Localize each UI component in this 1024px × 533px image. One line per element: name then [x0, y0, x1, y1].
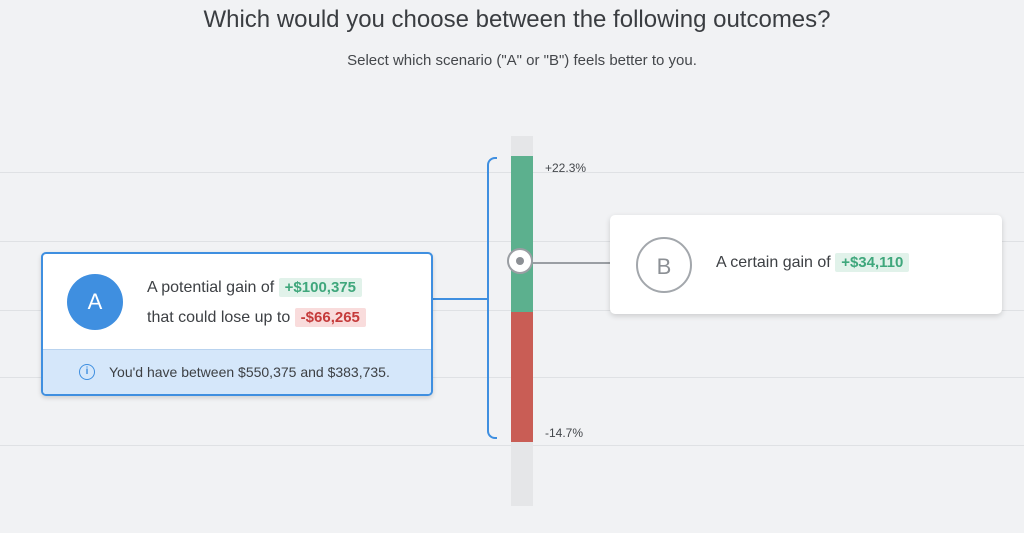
marker-dot	[516, 257, 524, 265]
upper-percent-label: +22.3%	[545, 161, 587, 175]
option-b-badge: B	[636, 237, 692, 293]
option-b-gain-line: A certain gain of +$34,110	[716, 253, 910, 272]
option-b-gain-value: +$34,110	[835, 253, 910, 272]
option-a-connector	[432, 298, 488, 300]
loss-range-bar	[511, 312, 533, 442]
option-a-card[interactable]: A A potential gain of +$100,375 that cou…	[41, 252, 433, 396]
option-a-info-bar: i You'd have between $550,375 and $383,7…	[43, 349, 431, 394]
option-b-connector	[533, 262, 611, 264]
page-title: Which would you choose between the follo…	[203, 6, 831, 33]
option-a-loss-prefix: that could lose up to	[147, 309, 291, 326]
page-subtitle: Select which scenario ("A" or "B") feels…	[347, 52, 697, 69]
option-a-gain-prefix: A potential gain of	[147, 279, 275, 296]
option-a-info-text: You'd have between $550,375 and $383,735…	[109, 364, 390, 380]
option-b-card[interactable]: B A certain gain of +$34,110	[610, 215, 1002, 314]
option-a-gain-line: A potential gain of +$100,375	[147, 278, 362, 297]
option-a-loss-value: -$66,265	[294, 308, 366, 327]
option-a-bracket	[487, 157, 497, 439]
option-a-loss-line: that could lose up to -$66,265	[147, 308, 366, 327]
info-circle-icon: i	[79, 364, 95, 380]
gain-range-bar	[511, 156, 533, 312]
lower-percent-label: -14.7%	[545, 426, 584, 440]
option-a-badge: A	[67, 274, 123, 330]
option-a-gain-value: +$100,375	[278, 278, 362, 297]
option-b-gain-prefix: A certain gain of	[716, 254, 831, 271]
certain-outcome-marker	[507, 248, 533, 274]
